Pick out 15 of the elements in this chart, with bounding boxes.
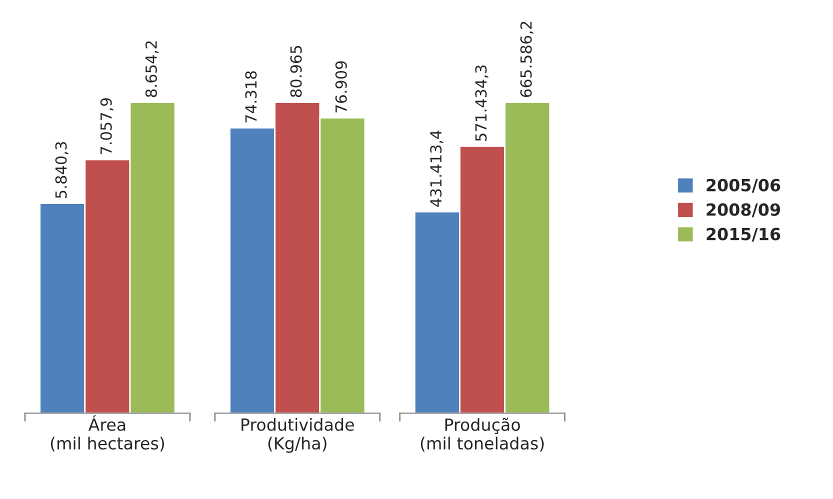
data-label: 665.586,2 — [520, 22, 534, 98]
x-tick-label: Produção (mil toneladas) — [420, 418, 544, 452]
data-label: 80.965 — [290, 46, 302, 98]
data-label: 431.413,4 — [430, 130, 444, 207]
data-label: 8.654,2 — [145, 41, 159, 98]
legend-label: 2008/09 — [706, 203, 780, 218]
data-label: 74.318 — [245, 71, 257, 122]
legend-label: 2005/06 — [706, 178, 780, 193]
legend-label: 2015/16 — [706, 228, 780, 242]
data-label: 76.909 — [335, 61, 347, 112]
x-tick-label: Área (mil hectares) — [50, 415, 164, 452]
x-tick-label: Produtividade (Kg/ha) — [242, 418, 354, 453]
data-label: 5.840,3 — [55, 142, 68, 198]
data-label: 7.057,9 — [100, 98, 114, 154]
data-label: 571.434,3 — [475, 66, 488, 141]
